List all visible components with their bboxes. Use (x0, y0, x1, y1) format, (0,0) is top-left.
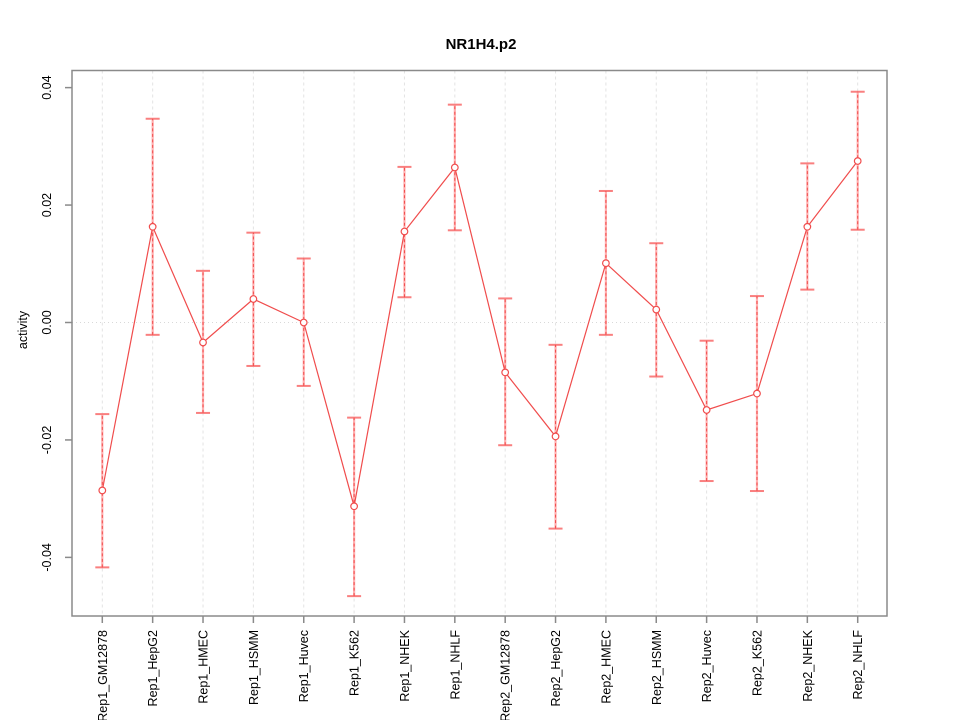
data-point-marker (501, 368, 510, 377)
data-point-marker (249, 295, 258, 303)
y-axis-title: activity (16, 310, 30, 349)
data-point-marker (551, 432, 560, 441)
chart-title: NR1H4.p2 (446, 36, 517, 53)
y-tick-label: 0.02 (40, 193, 54, 217)
data-point-marker (853, 157, 862, 165)
x-tick-label: Rep2_HepG2 (549, 630, 563, 706)
data-point-marker (400, 227, 409, 236)
data-point-marker (803, 222, 812, 231)
series-line (101, 160, 859, 507)
x-tick-label: Rep2_NHLF (851, 630, 865, 700)
x-tick-label: Rep1_GM12878 (96, 630, 110, 720)
x-tick-label: Rep1_HSMM (247, 630, 261, 705)
data-point-marker (199, 338, 207, 347)
y-tick-label: 0.00 (40, 310, 54, 334)
y-tick-label: -0.02 (40, 426, 54, 455)
x-tick-label: Rep2_K562 (750, 630, 764, 696)
y-tick-label: -0.04 (40, 543, 54, 572)
x-tick-label: Rep2_GM12878 (499, 630, 513, 720)
plot-frame (71, 69, 888, 617)
data-point-marker (98, 486, 107, 495)
x-tick-label: Rep2_HSMM (650, 630, 664, 705)
x-tick-label: Rep1_HepG2 (146, 630, 160, 706)
data-point-marker (753, 389, 761, 398)
y-tick-label: 0.04 (40, 75, 54, 99)
data-point-marker (702, 406, 711, 414)
data-point-marker (450, 163, 459, 172)
x-tick-label: Rep2_NHEK (801, 629, 815, 701)
x-tick-label: Rep1_NHLF (448, 630, 462, 700)
data-point-marker (148, 222, 157, 231)
data-point-marker (652, 305, 661, 314)
data-point-marker (350, 502, 359, 511)
x-tick-label: Rep1_K562 (348, 630, 362, 696)
data-point-marker (602, 259, 610, 268)
x-tick-label: Rep2_Huvec (700, 630, 714, 702)
x-tick-label: Rep1_NHEK (398, 629, 412, 701)
x-tick-label: Rep2_HMEC (599, 630, 613, 704)
x-tick-label: Rep1_HMEC (197, 630, 211, 704)
data-point-marker (299, 318, 308, 327)
x-tick-label: Rep1_Huvec (297, 630, 311, 702)
